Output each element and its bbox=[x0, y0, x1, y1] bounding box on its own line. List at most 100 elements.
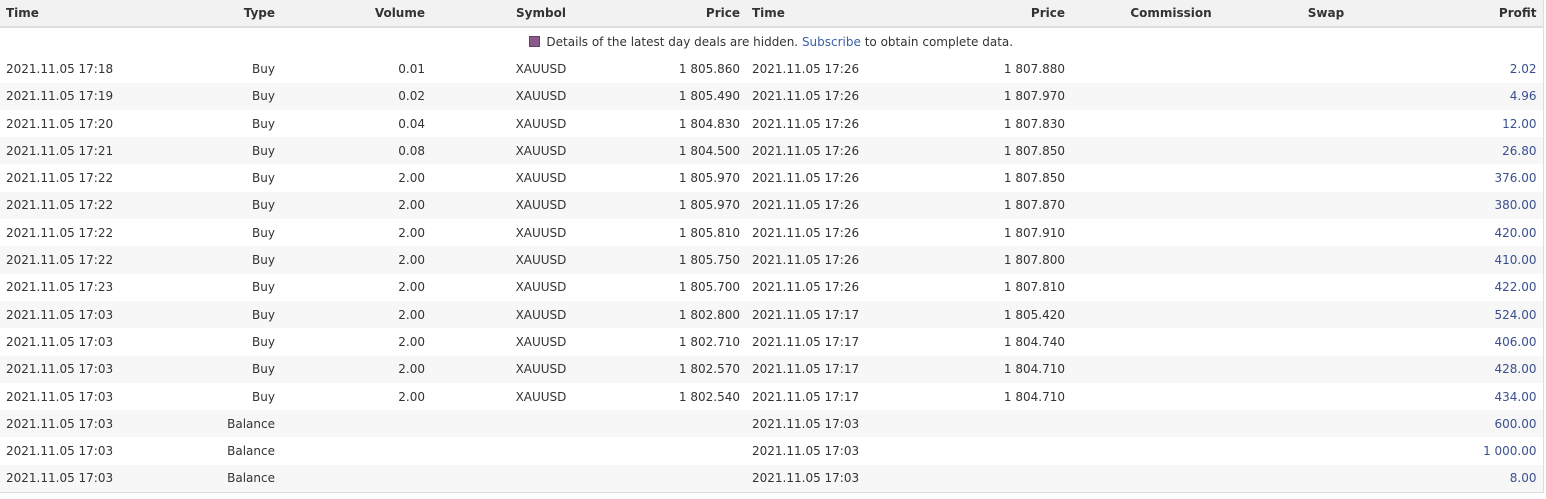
cell-volume: 2.00 bbox=[398, 171, 425, 186]
hidden-deals-notice: Details of the latest day deals are hidd… bbox=[0, 27, 1543, 55]
cell-time: 2021.11.05 17:22 bbox=[6, 171, 114, 186]
cell-commission bbox=[1071, 246, 1271, 273]
notice-text-after: to obtain complete data. bbox=[860, 34, 1014, 49]
cell-type: Buy bbox=[252, 334, 275, 349]
cell-price bbox=[651, 465, 746, 493]
table-row: 2021.11.05 17:22 Buy 2.00 XAUUSD 1 805.750 20… bbox=[0, 246, 1543, 274]
column-header-price[interactable]: Price bbox=[651, 0, 746, 28]
cell-close-price: 1 804.740 bbox=[1003, 334, 1065, 349]
cell-profit: 420.00 bbox=[1494, 225, 1537, 240]
cell-close-price: 1 807.800 bbox=[1003, 253, 1065, 268]
cell-time: 2021.11.05 17:22 bbox=[6, 225, 114, 240]
cell-commission bbox=[1071, 301, 1271, 328]
cell-volume: 2.00 bbox=[398, 362, 425, 377]
cell-time: 2021.11.05 17:19 bbox=[6, 89, 114, 104]
column-header-swap[interactable]: Swap bbox=[1271, 0, 1381, 28]
lock-icon bbox=[529, 35, 541, 47]
cell-price: 1 802.570 bbox=[678, 362, 740, 377]
table-row: 2021.11.05 17:19 Buy 0.02 XAUUSD 1 805.490 20… bbox=[0, 82, 1543, 110]
cell-close-price: 1 804.710 bbox=[1003, 362, 1065, 377]
table-row: 2021.11.05 17:03 Buy 2.00 XAUUSD 1 802.800 20… bbox=[0, 300, 1543, 329]
subscribe-link[interactable]: Subscribe bbox=[801, 34, 861, 49]
cell-type: Buy bbox=[252, 225, 275, 240]
column-header-commission[interactable]: Commission bbox=[1071, 0, 1271, 28]
cell-price: 1 802.540 bbox=[678, 389, 740, 404]
cell-volume: 0.01 bbox=[398, 61, 425, 76]
cell-symbol: XAUUSD bbox=[515, 171, 567, 186]
cell-price: 1 802.710 bbox=[678, 334, 740, 349]
cell-price: 1 802.800 bbox=[678, 307, 740, 322]
table-row: 2021.11.05 17:03 Buy 2.00 XAUUSD 1 802.570 20… bbox=[0, 355, 1543, 383]
cell-close-price: 1 807.970 bbox=[1003, 89, 1065, 104]
cell-symbol: XAUUSD bbox=[515, 198, 567, 213]
cell-swap bbox=[1271, 219, 1381, 246]
table-row: 2021.11.05 17:22 Buy 2.00 XAUUSD 1 805.970 20… bbox=[0, 164, 1543, 191]
column-header-type[interactable]: Type bbox=[170, 0, 281, 28]
column-header-time[interactable]: Time bbox=[0, 0, 170, 28]
cell-commission bbox=[1071, 137, 1271, 164]
table-row: 2021.11.05 17:03 Balance 2021.11.05 17:03 1… bbox=[0, 437, 1543, 464]
cell-price: 1 804.500 bbox=[678, 143, 740, 158]
cell-time: 2021.11.05 17:21 bbox=[6, 143, 114, 158]
cell-profit: 410.00 bbox=[1494, 253, 1537, 268]
cell-time: 2021.11.05 17:18 bbox=[6, 61, 114, 76]
column-header-volume[interactable]: Volume bbox=[281, 0, 431, 28]
cell-price: 1 805.700 bbox=[678, 280, 740, 295]
cell-time: 2021.11.05 17:03 bbox=[6, 334, 114, 349]
cell-symbol: XAUUSD bbox=[515, 334, 567, 349]
column-header-profit[interactable]: Profit bbox=[1381, 0, 1543, 28]
cell-commission bbox=[1071, 356, 1271, 383]
table-row: 2021.11.05 17:21 Buy 0.08 XAUUSD 1 804.500 20… bbox=[0, 137, 1543, 165]
cell-close-price bbox=[921, 410, 1071, 437]
cell-swap bbox=[1271, 383, 1381, 410]
cell-close-time: 2021.11.05 17:17 bbox=[752, 362, 860, 377]
table-row: 2021.11.05 17:20 Buy 0.04 XAUUSD 1 804.830 20… bbox=[0, 110, 1543, 137]
cell-price: 1 805.970 bbox=[678, 171, 740, 186]
cell-close-price: 1 807.850 bbox=[1003, 143, 1065, 158]
cell-symbol: XAUUSD bbox=[515, 280, 567, 295]
column-header-symbol[interactable]: Symbol bbox=[431, 0, 651, 28]
cell-symbol: XAUUSD bbox=[515, 225, 567, 240]
cell-profit: 406.00 bbox=[1494, 334, 1537, 349]
cell-type: Balance bbox=[227, 416, 275, 431]
cell-time: 2021.11.05 17:03 bbox=[6, 444, 114, 459]
cell-close-price: 1 807.810 bbox=[1003, 280, 1065, 295]
cell-price bbox=[651, 437, 746, 464]
cell-swap bbox=[1271, 437, 1381, 464]
cell-symbol: XAUUSD bbox=[515, 307, 567, 322]
table-row: 2021.11.05 17:22 Buy 2.00 XAUUSD 1 805.970 20… bbox=[0, 191, 1543, 220]
cell-type: Buy bbox=[252, 116, 275, 131]
cell-volume bbox=[281, 437, 431, 464]
cell-profit: 8.00 bbox=[1509, 471, 1537, 486]
cell-symbol bbox=[431, 437, 651, 464]
cell-volume: 2.00 bbox=[398, 334, 425, 349]
cell-swap bbox=[1271, 328, 1381, 355]
cell-type: Buy bbox=[252, 362, 275, 377]
cell-profit: 428.00 bbox=[1494, 362, 1537, 377]
cell-volume: 2.00 bbox=[398, 307, 425, 322]
cell-volume: 0.04 bbox=[398, 116, 425, 131]
cell-symbol: XAUUSD bbox=[515, 89, 567, 104]
cell-time: 2021.11.05 17:03 bbox=[6, 416, 114, 431]
cell-time: 2021.11.05 17:22 bbox=[6, 253, 114, 268]
cell-commission bbox=[1071, 465, 1271, 493]
cell-swap bbox=[1271, 137, 1381, 164]
cell-commission bbox=[1071, 219, 1271, 246]
cell-commission bbox=[1071, 328, 1271, 355]
cell-commission bbox=[1071, 83, 1271, 110]
column-header-close-price[interactable]: Price bbox=[921, 0, 1071, 28]
cell-close-price bbox=[921, 465, 1071, 493]
cell-profit: 12.00 bbox=[1502, 116, 1537, 131]
cell-swap bbox=[1271, 274, 1381, 301]
cell-profit: 422.00 bbox=[1494, 280, 1537, 295]
cell-price: 1 805.810 bbox=[678, 225, 740, 240]
cell-price: 1 805.750 bbox=[678, 253, 740, 268]
cell-close-time: 2021.11.05 17:26 bbox=[752, 116, 860, 131]
cell-symbol: XAUUSD bbox=[515, 362, 567, 377]
cell-close-time: 2021.11.05 17:26 bbox=[752, 61, 860, 76]
column-header-close-time[interactable]: Time bbox=[746, 0, 921, 28]
cell-close-time: 2021.11.05 17:03 bbox=[752, 444, 860, 459]
cell-close-time: 2021.11.05 17:03 bbox=[752, 416, 860, 431]
cell-swap bbox=[1271, 246, 1381, 273]
cell-profit: 524.00 bbox=[1494, 307, 1537, 322]
